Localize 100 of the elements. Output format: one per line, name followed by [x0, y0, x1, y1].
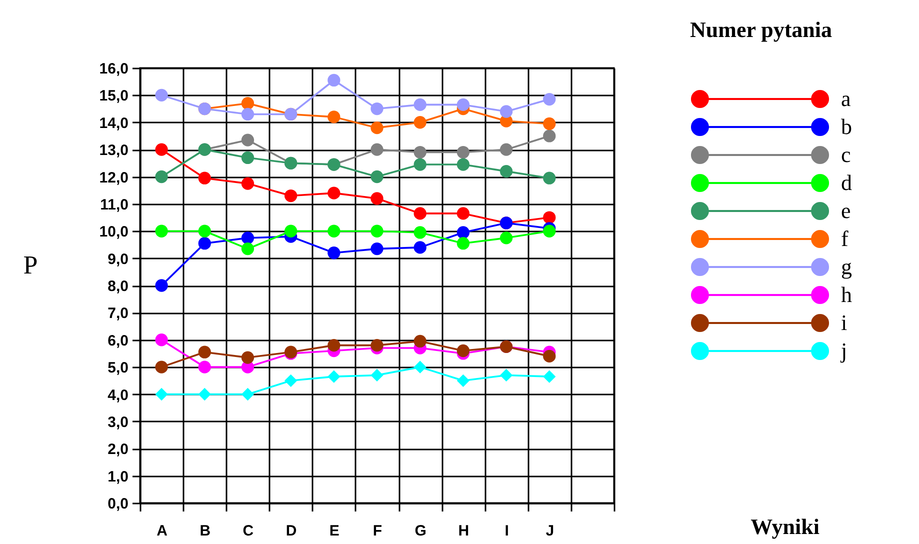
- point: [500, 143, 513, 156]
- legend-label: f: [841, 226, 849, 251]
- point: [328, 339, 340, 352]
- point: [543, 350, 556, 362]
- point: [328, 186, 340, 200]
- point: [241, 388, 254, 401]
- point: [543, 172, 556, 184]
- y-tick-label: 8,0: [108, 278, 128, 295]
- point: [500, 232, 513, 244]
- point: [414, 158, 426, 171]
- legend-title: Numer pytania: [690, 17, 832, 42]
- point: [198, 237, 211, 250]
- point: [284, 374, 298, 387]
- point: [328, 224, 340, 238]
- y-tick-label: 6,0: [108, 332, 128, 350]
- point: [543, 130, 556, 142]
- point: [241, 134, 254, 146]
- point: [456, 98, 470, 112]
- point: [370, 192, 384, 205]
- y-tick-label: 9,0: [108, 250, 128, 268]
- x-tick-label: B: [200, 522, 211, 540]
- point: [543, 117, 556, 130]
- point: [370, 122, 384, 134]
- point: [543, 370, 556, 383]
- y-tick-label: 4,0: [108, 386, 128, 404]
- point: [500, 368, 513, 382]
- point: [500, 105, 513, 118]
- point: [198, 172, 211, 184]
- x-tick-label: F: [372, 522, 382, 540]
- point: [543, 224, 556, 238]
- point: [155, 334, 168, 346]
- point: [414, 207, 426, 220]
- point: [456, 158, 470, 171]
- point: [456, 146, 470, 159]
- point: [456, 344, 470, 358]
- point: [370, 102, 384, 116]
- point: [241, 151, 254, 164]
- y-tick-label: 3,0: [108, 414, 128, 431]
- y-axis-title: P: [23, 250, 38, 280]
- point: [328, 110, 340, 124]
- point: [414, 98, 426, 112]
- point: [198, 388, 211, 401]
- x-tick-label: D: [286, 522, 297, 540]
- legend-label: a: [841, 86, 851, 111]
- point: [370, 143, 384, 156]
- point: [456, 207, 470, 220]
- point: [241, 242, 254, 256]
- legend-label: e: [841, 198, 851, 223]
- point: [284, 224, 298, 238]
- point: [241, 351, 254, 364]
- y-tick-label: 13,0: [99, 142, 128, 160]
- point: [155, 279, 168, 292]
- y-tick-label: 12,0: [99, 169, 128, 186]
- y-tick-label: 16,0: [99, 60, 128, 78]
- point: [456, 374, 470, 387]
- legend-label: j: [840, 338, 848, 363]
- point: [456, 237, 470, 250]
- point: [328, 246, 340, 260]
- y-tick-label: 0,0: [108, 496, 128, 512]
- x-tick-label: C: [242, 522, 254, 540]
- point: [198, 346, 211, 358]
- point: [543, 92, 556, 106]
- x-tick-label: I: [504, 522, 509, 540]
- point: [543, 211, 556, 224]
- point: [414, 241, 426, 254]
- legend-label: d: [841, 170, 852, 195]
- point: [241, 97, 254, 110]
- point: [155, 143, 168, 156]
- point: [155, 360, 168, 374]
- point: [155, 88, 168, 102]
- point: [198, 360, 211, 374]
- point: [198, 224, 211, 238]
- legend-label: b: [841, 114, 852, 139]
- point: [241, 108, 254, 121]
- point: [155, 388, 168, 401]
- y-tick-label: 5,0: [108, 360, 128, 377]
- point: [414, 226, 426, 239]
- point: [370, 339, 384, 352]
- point: [456, 226, 470, 239]
- point: [414, 334, 426, 348]
- point: [155, 224, 168, 238]
- point: [328, 74, 340, 87]
- x-tick-label: A: [156, 522, 168, 540]
- y-tick-label: 15,0: [99, 88, 128, 105]
- text: Wyniki: [750, 514, 820, 539]
- x-tick-label: H: [458, 522, 470, 540]
- point: [500, 165, 513, 178]
- y-tick-label: 11,0: [100, 196, 128, 214]
- point: [241, 232, 254, 244]
- point: [155, 170, 168, 184]
- point: [414, 116, 426, 129]
- y-tick-label: 7,0: [108, 305, 128, 322]
- y-tick-label: 10,0: [99, 224, 128, 241]
- x-tick-label: E: [329, 522, 340, 540]
- point: [370, 242, 384, 256]
- legend-label: h: [841, 282, 852, 307]
- point: [328, 370, 340, 383]
- legend-label: i: [841, 310, 848, 335]
- y-tick-label: 2,0: [108, 441, 128, 458]
- x-tick-label: J: [546, 522, 554, 540]
